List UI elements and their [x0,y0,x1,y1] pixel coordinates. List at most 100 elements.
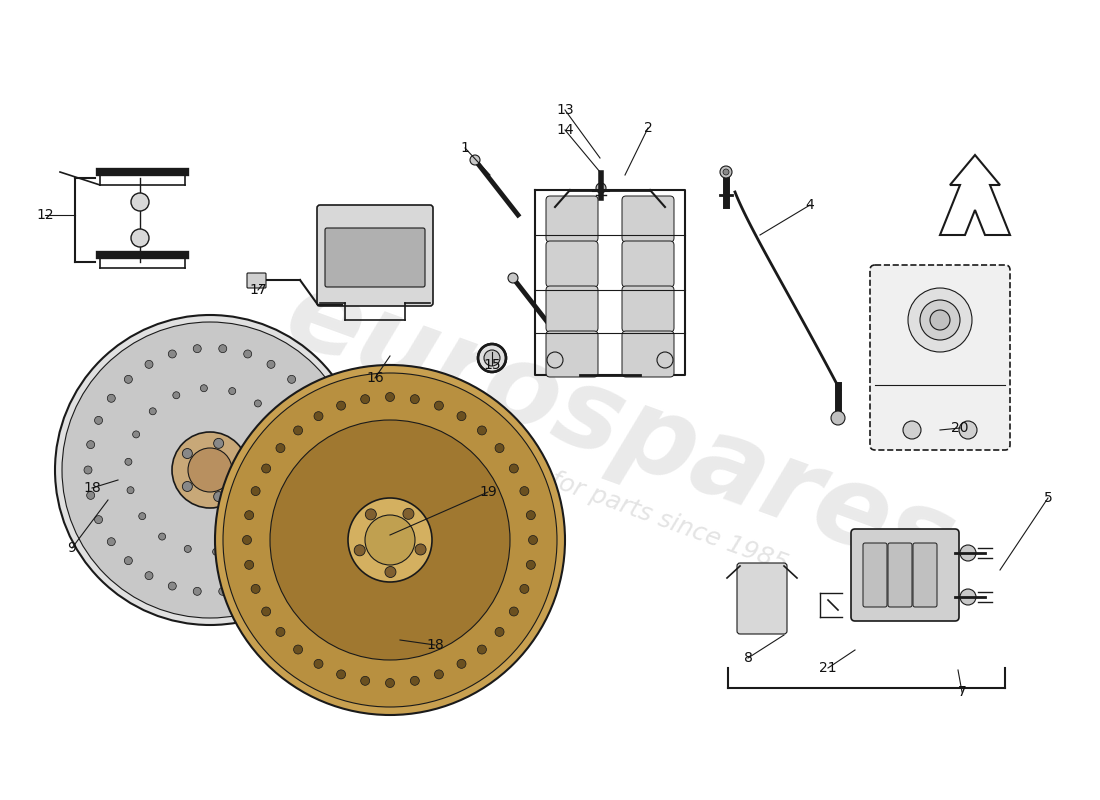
FancyBboxPatch shape [248,273,266,288]
Circle shape [908,288,972,352]
Circle shape [125,458,132,466]
Circle shape [596,183,606,193]
Circle shape [318,416,326,424]
Circle shape [251,486,260,495]
FancyBboxPatch shape [888,543,912,607]
Circle shape [244,560,254,570]
Circle shape [213,492,223,502]
Circle shape [276,443,285,453]
FancyBboxPatch shape [546,331,598,377]
FancyBboxPatch shape [317,205,433,306]
Text: 4: 4 [805,198,814,212]
Circle shape [294,426,302,435]
Circle shape [150,408,156,414]
Circle shape [520,585,529,594]
Circle shape [326,441,333,449]
Circle shape [410,394,419,404]
FancyBboxPatch shape [621,241,674,287]
Circle shape [87,441,95,449]
Circle shape [720,166,732,178]
Text: 21: 21 [820,661,837,675]
FancyBboxPatch shape [913,543,937,607]
Circle shape [131,229,149,247]
Circle shape [183,449,192,458]
Circle shape [657,352,673,368]
Circle shape [145,572,153,580]
Text: 18: 18 [84,481,101,495]
Circle shape [274,420,282,427]
Circle shape [131,193,149,211]
Circle shape [520,486,529,495]
Text: a passion for parts since 1985: a passion for parts since 1985 [428,424,792,576]
Circle shape [526,560,536,570]
Circle shape [326,491,333,499]
Circle shape [286,446,293,454]
Circle shape [55,315,365,625]
Circle shape [385,678,395,687]
Circle shape [223,373,557,707]
FancyBboxPatch shape [546,241,598,287]
Circle shape [254,400,262,407]
Circle shape [251,585,260,594]
FancyBboxPatch shape [870,265,1010,450]
Circle shape [214,365,565,715]
Circle shape [547,352,563,368]
Text: 1: 1 [461,141,470,155]
Circle shape [133,431,140,438]
Circle shape [213,438,223,448]
Circle shape [456,412,466,421]
Circle shape [960,545,976,561]
Circle shape [200,385,208,392]
Circle shape [168,582,176,590]
Circle shape [287,557,296,565]
Circle shape [240,542,248,548]
Circle shape [478,344,506,372]
Circle shape [365,515,415,565]
Circle shape [87,491,95,499]
Circle shape [280,502,287,509]
Circle shape [194,345,201,353]
Circle shape [410,676,419,686]
Text: 18: 18 [426,638,444,652]
Circle shape [173,392,179,398]
Circle shape [314,412,323,421]
FancyBboxPatch shape [851,529,959,621]
Circle shape [903,421,921,439]
Circle shape [95,416,102,424]
Circle shape [183,482,192,491]
Text: 17: 17 [250,283,267,297]
Circle shape [361,676,370,686]
Circle shape [124,375,132,383]
Circle shape [185,546,191,553]
Circle shape [477,645,486,654]
Circle shape [168,350,176,358]
Polygon shape [940,155,1010,235]
Circle shape [270,420,510,660]
Circle shape [233,465,243,475]
Circle shape [264,526,271,532]
Circle shape [126,486,134,494]
Circle shape [385,393,395,402]
Circle shape [242,535,252,545]
Circle shape [337,401,345,410]
Circle shape [188,448,232,492]
Circle shape [484,350,500,366]
Circle shape [267,572,275,580]
Circle shape [495,443,504,453]
FancyBboxPatch shape [621,196,674,242]
Circle shape [262,464,271,473]
Circle shape [365,509,376,520]
Circle shape [262,607,271,616]
Circle shape [508,273,518,283]
Circle shape [930,310,950,330]
Circle shape [276,627,285,637]
Circle shape [84,466,92,474]
Text: 2: 2 [644,121,652,135]
Circle shape [139,513,145,520]
Text: 16: 16 [366,371,384,385]
Text: 9: 9 [67,541,76,555]
Text: 7: 7 [958,685,967,699]
Circle shape [229,387,235,394]
Circle shape [145,360,153,368]
Circle shape [959,421,977,439]
